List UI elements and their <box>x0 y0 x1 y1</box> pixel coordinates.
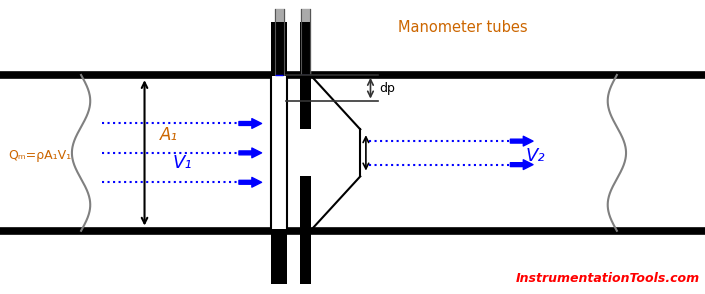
Bar <box>271 22 287 284</box>
Bar <box>300 176 311 231</box>
Bar <box>300 22 311 284</box>
Bar <box>300 75 311 129</box>
Text: Qₘ=ρA₁V₁: Qₘ=ρA₁V₁ <box>8 149 72 162</box>
Text: V₁: V₁ <box>173 154 192 172</box>
Text: V₂: V₂ <box>525 147 545 165</box>
Text: dp: dp <box>380 82 396 95</box>
Text: InstrumentationTools.com: InstrumentationTools.com <box>515 272 699 285</box>
Text: A₁: A₁ <box>160 126 178 144</box>
Text: Manometer tubes: Manometer tubes <box>398 20 528 36</box>
Bar <box>271 76 287 229</box>
Bar <box>300 129 311 176</box>
